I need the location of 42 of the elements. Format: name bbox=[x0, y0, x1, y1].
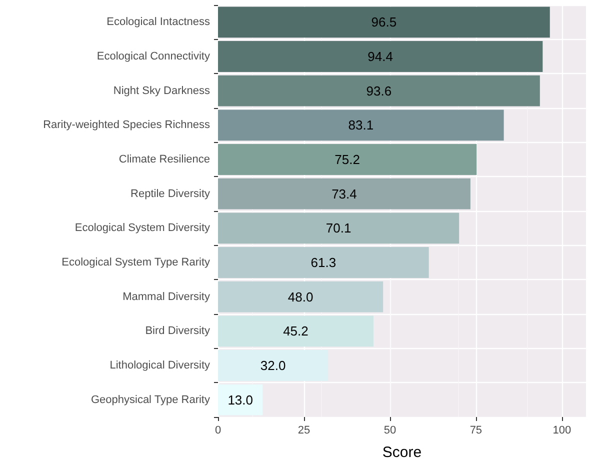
y-tick-label: Ecological System Type Rarity bbox=[62, 256, 210, 268]
data-label: 83.1 bbox=[348, 118, 374, 133]
data-label: 75.2 bbox=[334, 152, 360, 167]
y-tick-label: Rarity-weighted Species Richness bbox=[43, 119, 210, 132]
y-tick-label: Night Sky Darkness bbox=[113, 84, 210, 97]
bar bbox=[218, 247, 429, 278]
data-label: 61.3 bbox=[310, 255, 336, 270]
y-tick-label: Mammal Diversity bbox=[122, 290, 210, 303]
y-tick-label: Geophysical Type Rarity bbox=[90, 394, 210, 406]
x-tick-label: 50 bbox=[384, 424, 396, 436]
bar bbox=[218, 6, 550, 38]
data-label: 13.0 bbox=[228, 392, 254, 408]
data-label: 48.0 bbox=[288, 289, 314, 304]
data-label: 32.0 bbox=[260, 358, 286, 373]
bar bbox=[218, 281, 384, 312]
data-label: 94.4 bbox=[368, 49, 393, 64]
bar bbox=[218, 316, 374, 347]
y-tick-label: Ecological Connectivity bbox=[96, 50, 210, 62]
y-tick-label: Lithological Diversity bbox=[110, 360, 210, 372]
x-tick-label: 75 bbox=[470, 424, 482, 436]
data-label: 73.4 bbox=[332, 186, 357, 202]
y-tick-label: Reptile Diversity bbox=[130, 188, 210, 200]
data-label: 93.6 bbox=[366, 83, 392, 98]
bar bbox=[218, 41, 543, 72]
data-label: 70.1 bbox=[326, 220, 352, 236]
x-tick-label: 0 bbox=[214, 424, 222, 436]
x-axis-title: Score bbox=[382, 444, 422, 461]
x-tick-label: 25 bbox=[298, 424, 310, 436]
x-tick-label: 100 bbox=[552, 424, 572, 436]
bar bbox=[218, 144, 477, 175]
y-tick-label: Ecological Intactness bbox=[106, 16, 210, 28]
bar bbox=[218, 178, 470, 210]
bar bbox=[218, 350, 328, 381]
y-tick-label: Bird Diversity bbox=[145, 325, 210, 338]
bar bbox=[218, 384, 263, 416]
data-label: 45.2 bbox=[283, 324, 308, 339]
bar bbox=[218, 110, 504, 141]
bar bbox=[218, 212, 460, 244]
bar bbox=[218, 75, 540, 106]
data-label: 96.5 bbox=[371, 14, 397, 30]
y-tick-label: Ecological System Diversity bbox=[74, 222, 210, 234]
y-tick-label: Climate Resilience bbox=[118, 154, 210, 166]
